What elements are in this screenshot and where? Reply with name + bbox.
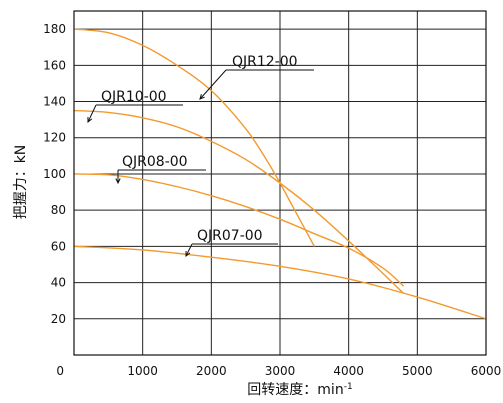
x-tick-label-0: 0 xyxy=(56,364,64,378)
x-tick-label-4: 4000 xyxy=(333,364,364,378)
y-tick-label-5: 120 xyxy=(43,131,66,145)
y-tick-label-7: 160 xyxy=(43,58,66,72)
annotation-qjr10-00: QJR10-00 xyxy=(87,89,183,124)
plot-frame xyxy=(73,10,487,356)
y-tick-label-6: 140 xyxy=(43,95,66,109)
grid xyxy=(74,11,486,355)
x-tick-label-6: 6000 xyxy=(471,364,502,378)
annotation-arrowhead-3 xyxy=(185,250,191,258)
x-tick-label-1: 1000 xyxy=(127,364,158,378)
series-layer xyxy=(73,28,487,320)
y-tick-label-0: 20 xyxy=(51,312,66,326)
x-tick-label-2: 2000 xyxy=(196,364,227,378)
annotation-qjr08-00: QJR08-00 xyxy=(115,154,206,185)
annotation-label-qjr12-00: QJR12-00 xyxy=(232,54,298,70)
series-line-qjr07-00 xyxy=(73,245,487,320)
x-tick-label-3: 3000 xyxy=(265,364,296,378)
y-tick-label-8: 180 xyxy=(43,22,66,36)
y-tick-label-4: 100 xyxy=(43,167,66,181)
tick-labels: 0 1000 2000 3000 4000 5000 6000 20 40 60 80 100 120 1… xyxy=(43,22,501,378)
annotation-leader-1 xyxy=(87,104,97,123)
annotation-label-qjr07-00: QJR07-00 xyxy=(197,228,263,244)
annotation-arrowhead-2 xyxy=(115,178,121,185)
annotation-qjr07-00: QJR07-00 xyxy=(185,228,278,258)
y-tick-label-3: 80 xyxy=(51,203,66,217)
x-axis-label: 回转速度：min-1 xyxy=(247,382,352,398)
series-line-qjr10-00 xyxy=(73,109,405,294)
x-axis-label-superscript: -1 xyxy=(344,382,353,392)
annotation-leader-0 xyxy=(199,69,227,100)
annotation-qjr12-00: QJR12-00 xyxy=(199,54,314,100)
series-annotations: QJR12-00 QJR10-00 QJR08-00 QJR07-00 xyxy=(87,54,314,258)
annotation-leader-3 xyxy=(185,243,193,257)
y-tick-label-1: 40 xyxy=(51,276,66,290)
annotation-label-qjr10-00: QJR10-00 xyxy=(101,89,167,105)
y-tick-label-2: 60 xyxy=(51,239,66,253)
y-axis-label: 把握力：kN xyxy=(13,145,29,220)
annotation-arrowhead-1 xyxy=(87,116,93,124)
series-line-qjr12-00 xyxy=(73,28,315,247)
series-line-qjr08-00 xyxy=(73,173,405,287)
plot-border xyxy=(73,10,487,356)
annotation-arrowhead-0 xyxy=(199,94,205,100)
x-axis-label-text: 回转速度：min xyxy=(247,382,343,398)
annotation-label-qjr08-00: QJR08-00 xyxy=(122,154,188,170)
x-tick-label-5: 5000 xyxy=(402,364,433,378)
